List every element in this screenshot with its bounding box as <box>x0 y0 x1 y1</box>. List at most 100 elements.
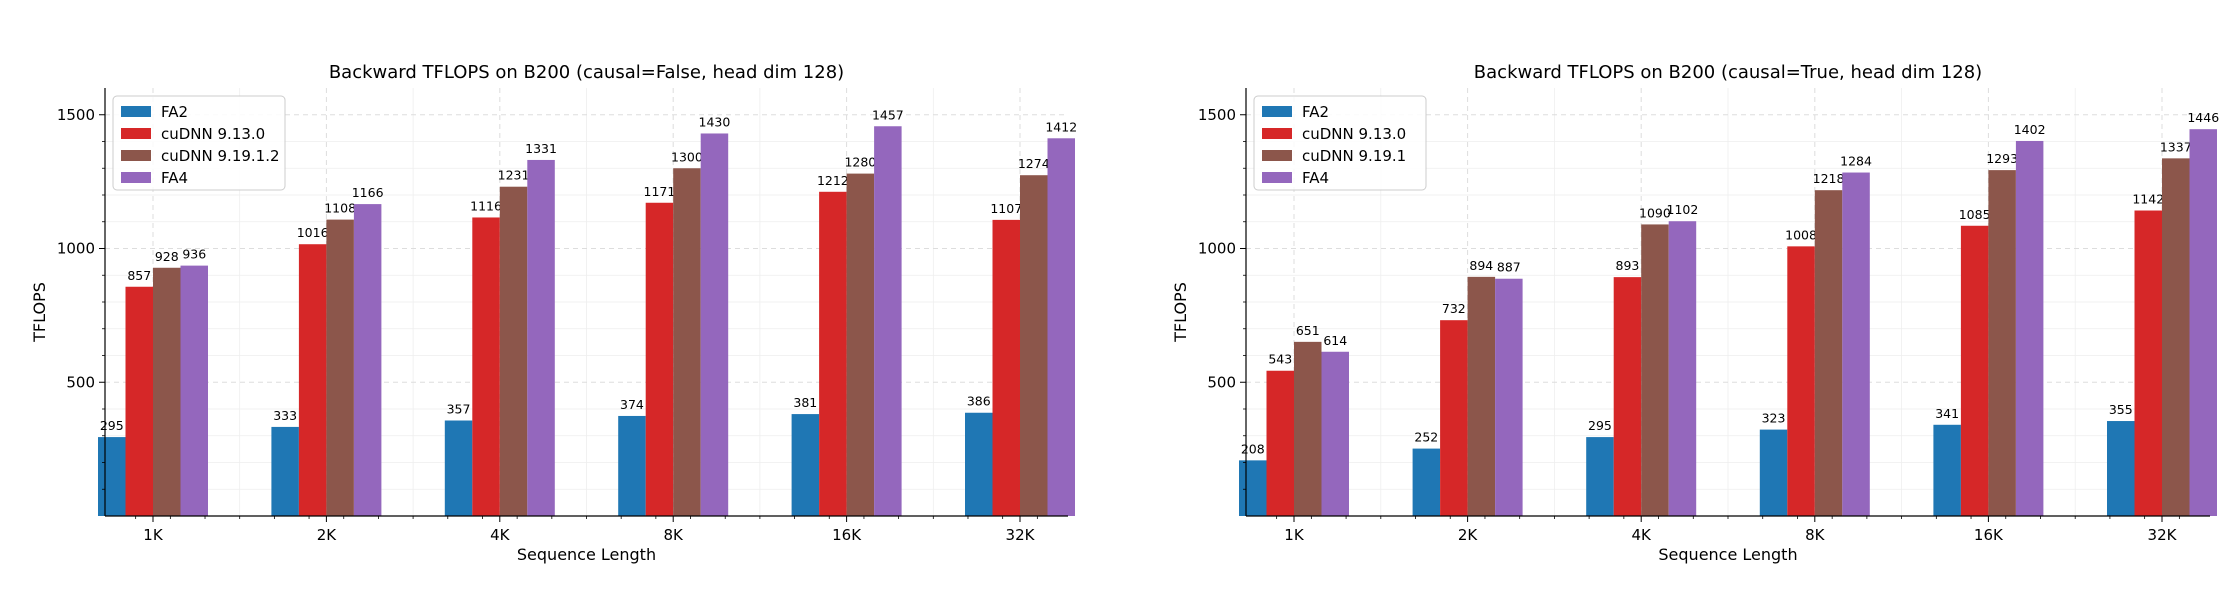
bar-fa2-16k <box>791 414 820 516</box>
bar-fa2-1k <box>98 437 126 516</box>
bar-value-label: 893 <box>1616 258 1640 273</box>
legend-label: cuDNN 9.13.0 <box>1302 125 1406 143</box>
bar-value-label: 295 <box>100 418 124 433</box>
legend-label: cuDNN 9.13.0 <box>161 125 265 143</box>
bar-fa4-8k <box>700 133 729 516</box>
bar-fa4-2k <box>1495 278 1523 516</box>
x-tick-label: 16K <box>832 526 862 544</box>
bar-cudnn-9-19-1-32k <box>2162 158 2190 517</box>
bar-fa2-1k <box>1239 460 1267 516</box>
bar-cudnn-9-13-0-2k <box>1440 320 1468 516</box>
bar-value-label: 357 <box>447 402 471 417</box>
bar-value-label: 1331 <box>525 141 557 156</box>
bar-fa4-8k <box>1842 172 1870 516</box>
y-tick-label: 1500 <box>57 106 95 124</box>
bar-value-label: 894 <box>1469 258 1493 273</box>
bar-value-label: 1430 <box>699 114 731 129</box>
x-tick-label: 4K <box>1632 526 1653 544</box>
bar-value-label: 857 <box>127 268 151 283</box>
legend-swatch-cudnn-9-13-0 <box>1262 128 1292 139</box>
x-tick-label: 32K <box>2148 526 2178 544</box>
chart-panel-2: 208 252 295 323 341 355 543 732 893 1008 1085 1142 6… <box>1171 62 2219 564</box>
bar-value-label: 381 <box>793 395 817 410</box>
bar-value-label: 1142 <box>2132 192 2164 207</box>
legend-swatch-fa2 <box>1262 106 1292 117</box>
bar-cudnn-9-13-0-2k <box>298 244 327 516</box>
x-tick-label: 4K <box>490 526 511 544</box>
bar-fa2-4k <box>444 420 473 516</box>
bar-cudnn-9-13-0-8k <box>645 202 674 516</box>
bar-value-label: 1274 <box>1018 156 1050 171</box>
x-axis-label: Sequence Length <box>517 545 656 564</box>
bar-value-label: 252 <box>1414 430 1438 445</box>
bar-fa4-4k <box>1668 221 1697 516</box>
x-axis-label: Sequence Length <box>1658 545 1797 564</box>
y-tick-label: 1000 <box>1198 240 1236 258</box>
bar-fa4-4k <box>527 159 555 516</box>
bar-value-label: 651 <box>1296 323 1320 338</box>
bar-value-label: 1293 <box>1986 151 2018 166</box>
legend-label: cuDNN 9.19.1.2 <box>161 147 280 165</box>
y-axis-label: TFLOPS <box>1171 282 1190 343</box>
bar-fa2-2k <box>1412 448 1441 516</box>
bar-fa4-16k <box>2015 140 2044 516</box>
legend-swatch-fa4 <box>121 172 151 183</box>
bar-cudnn-9-19-1-1k <box>1294 341 1322 516</box>
bar-value-label: 1107 <box>990 201 1022 216</box>
bar-value-label: 1337 <box>2160 139 2192 154</box>
legend: FA2 cuDNN 9.13.0 cuDNN 9.19.1 FA4 <box>1253 95 1427 191</box>
chart-title: Backward TFLOPS on B200 (causal=True, he… <box>1474 62 1982 83</box>
y-axis-label: TFLOPS <box>30 282 49 343</box>
bar-value-label: 1016 <box>297 225 329 240</box>
bar-cudnn-9-19-1-8k <box>1814 190 1843 516</box>
legend-box <box>112 95 286 191</box>
bar-fa2-8k <box>618 415 646 516</box>
bar-value-label: 1116 <box>470 198 502 213</box>
bar-value-label: 1218 <box>1813 171 1845 186</box>
bar-fa2-32k <box>965 412 993 516</box>
bar-cudnn-9-13-0-8k <box>1787 246 1815 517</box>
bar-value-label: 208 <box>1241 441 1265 456</box>
chart-panel-1: 295 333 357 374 381 386 857 1016 1116 1171 1212 110… <box>30 62 1077 564</box>
bar-fa4-2k <box>353 204 382 516</box>
bar-fa4-1k <box>180 265 208 516</box>
legend-label: cuDNN 9.19.1 <box>1302 147 1406 165</box>
bar-fa2-8k <box>1759 429 1788 516</box>
bar-value-label: 1412 <box>1045 119 1077 134</box>
bar-cudnn-9-19-1-2k <box>1467 276 1496 516</box>
x-tick-label: 8K <box>664 526 685 544</box>
legend-swatch-fa2 <box>121 106 151 117</box>
bar-cudnn-9-19-1-16k <box>1988 170 2016 516</box>
bar-cudnn-9-19-1-2-8k <box>673 168 701 516</box>
bar-fa2-32k <box>2107 421 2135 516</box>
y-tick-label: 500 <box>1207 373 1236 391</box>
bar-value-label: 887 <box>1497 260 1521 275</box>
bar-cudnn-9-19-1-4k <box>1641 224 1669 517</box>
bar-fa4-1k <box>1321 351 1349 516</box>
legend: FA2 cuDNN 9.13.0 cuDNN 9.19.1.2 FA4 <box>112 95 286 191</box>
legend-swatch-cudnn-9-13-0 <box>121 128 151 139</box>
bar-value-label: 1457 <box>872 107 904 122</box>
x-tick-label: 32K <box>1006 526 1036 544</box>
bar-value-label: 1402 <box>2014 122 2046 137</box>
bar-value-label: 386 <box>967 394 991 409</box>
bar-cudnn-9-13-0-4k <box>1613 277 1642 516</box>
bar-value-label: 1008 <box>1785 227 1817 242</box>
x-tick-label: 2K <box>317 526 338 544</box>
legend-label: FA4 <box>161 169 188 187</box>
bar-value-label: 355 <box>2109 402 2133 417</box>
bar-value-label: 374 <box>620 397 644 412</box>
bar-cudnn-9-19-1-2-32k <box>1020 175 1048 516</box>
bar-cudnn-9-19-1-2-1k <box>153 267 181 516</box>
bar-value-label: 295 <box>1588 418 1612 433</box>
bar-value-label: 1102 <box>1667 202 1699 217</box>
bar-cudnn-9-19-1-2-4k <box>499 186 528 516</box>
bar-cudnn-9-13-0-32k <box>992 219 1020 516</box>
legend-label: FA4 <box>1302 169 1329 187</box>
bar-value-label: 1212 <box>817 173 849 188</box>
bar-value-label: 1166 <box>352 185 384 200</box>
legend-swatch-fa4 <box>1262 172 1292 183</box>
bar-cudnn-9-13-0-1k <box>1266 370 1294 516</box>
